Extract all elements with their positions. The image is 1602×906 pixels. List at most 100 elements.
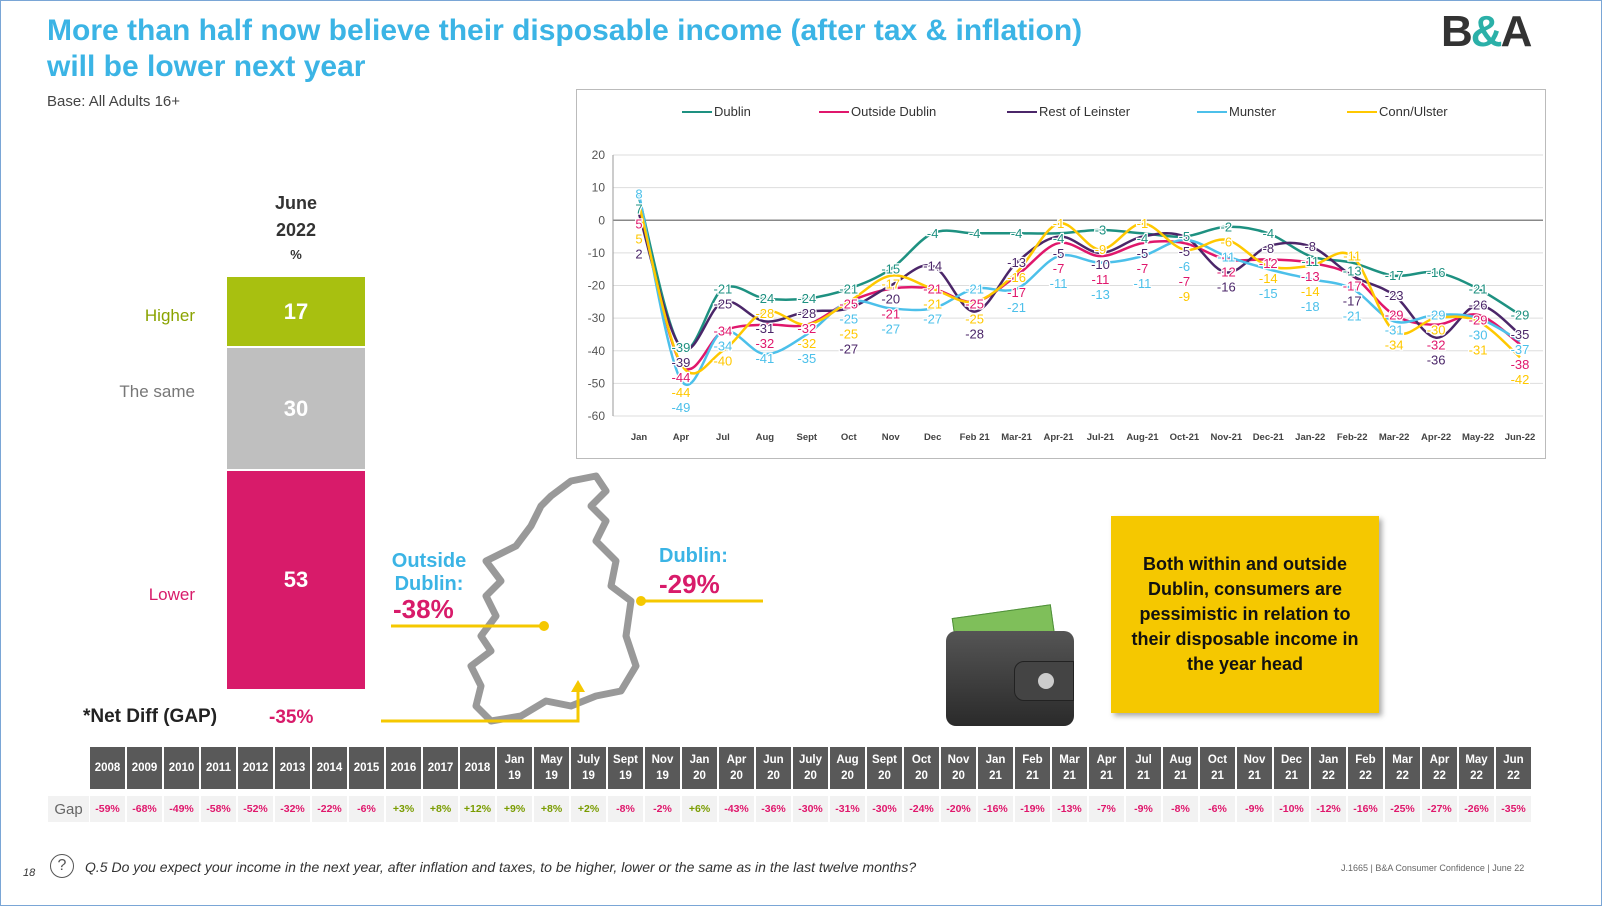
gap-header: Dec 21 xyxy=(1274,747,1309,789)
data-label: -17 xyxy=(1343,279,1362,294)
gap-value: -12% xyxy=(1311,796,1346,822)
data-label: -17 xyxy=(1007,285,1026,300)
gap-value: -31% xyxy=(830,796,865,822)
data-label: -25 xyxy=(714,296,733,311)
gap-column: May 22 -26% xyxy=(1458,747,1495,822)
gap-value: -13% xyxy=(1052,796,1087,822)
data-label: -28 xyxy=(755,306,774,321)
gap-header: 2018 xyxy=(460,747,495,789)
data-label: -14 xyxy=(923,258,942,273)
ireland-outline-icon xyxy=(467,472,640,725)
data-label: -32 xyxy=(797,321,816,336)
data-label: -41 xyxy=(755,351,774,366)
outside-dublin-value: -38% xyxy=(393,594,454,624)
data-label: -4 xyxy=(927,226,939,241)
x-tick-label: Feb-22 xyxy=(1337,432,1368,443)
data-label: -5 xyxy=(1053,246,1065,261)
x-tick-label: Sept xyxy=(797,432,818,443)
data-label: -34 xyxy=(714,324,733,339)
gap-value: -16% xyxy=(1348,796,1383,822)
data-label: -13 xyxy=(1343,264,1362,279)
data-label: -25 xyxy=(839,296,858,311)
legend-swatch xyxy=(682,110,712,113)
gap-value: -8% xyxy=(1163,796,1198,822)
gap-header: 2016 xyxy=(386,747,421,789)
gap-column: 2014 -22% xyxy=(311,747,348,822)
data-label: -29 xyxy=(1427,307,1446,322)
data-label: -20 xyxy=(881,292,900,307)
data-label: -34 xyxy=(1385,337,1404,352)
data-label: -10 xyxy=(1091,257,1110,272)
gap-column: Jun 20 -36% xyxy=(755,747,792,822)
gap-column: Nov 21 -9% xyxy=(1236,747,1273,822)
legend-swatch xyxy=(819,110,849,113)
x-tick-label: Apr-22 xyxy=(1421,432,1451,443)
gap-column: 2016 +3% xyxy=(385,747,422,822)
data-label: -49 xyxy=(672,400,691,415)
series-line-outside-dublin xyxy=(637,203,1521,371)
gap-value: +12% xyxy=(460,796,495,822)
y-tick-label: 0 xyxy=(598,213,605,227)
gap-value: +8% xyxy=(423,796,458,822)
series-line-rest-of-leinster xyxy=(637,213,1521,352)
gap-header: Oct 21 xyxy=(1200,747,1235,789)
gap-value: -22% xyxy=(312,796,347,822)
data-label: -5 xyxy=(1179,244,1191,259)
gap-column: Feb 22 -16% xyxy=(1347,747,1384,822)
x-tick-label: Feb 21 xyxy=(960,432,991,443)
gap-value: -24% xyxy=(904,796,939,822)
gap-value: -25% xyxy=(1385,796,1420,822)
gap-column: Sept 20 -30% xyxy=(866,747,903,822)
data-label: -16 xyxy=(1427,265,1446,280)
data-label: -38 xyxy=(1511,357,1530,372)
gap-header: May 19 xyxy=(534,747,569,789)
data-label: -31 xyxy=(1385,322,1404,337)
x-tick-label: Dec-21 xyxy=(1253,432,1285,443)
data-label: -11 xyxy=(1134,276,1152,291)
survey-question: Q.5 Do you expect your income in the nex… xyxy=(85,859,917,875)
gap-header: May 22 xyxy=(1459,747,1494,789)
gap-header: 2013 xyxy=(275,747,310,789)
data-label: -13 xyxy=(1007,255,1026,270)
data-label: -4 xyxy=(1053,231,1065,246)
callout-box: Both within and outside Dublin, consumer… xyxy=(1111,516,1379,713)
dublin-value: -29% xyxy=(659,569,720,599)
data-label: -40 xyxy=(714,354,733,369)
data-label: -25 xyxy=(965,296,984,311)
data-label: -11 xyxy=(1343,249,1361,264)
question-icon: ? xyxy=(50,854,74,878)
net-diff-value: -35% xyxy=(269,707,314,728)
data-label: -37 xyxy=(1511,342,1530,357)
data-label: 5 xyxy=(635,232,642,247)
gap-value: -26% xyxy=(1459,796,1494,822)
data-label: -27 xyxy=(881,322,900,337)
gap-column: July 19 +2% xyxy=(570,747,607,822)
gap-column: Aug 20 -31% xyxy=(829,747,866,822)
data-label: -5 xyxy=(1137,246,1149,261)
gap-value: -16% xyxy=(978,796,1013,822)
gap-header: Jun 20 xyxy=(756,747,791,789)
gap-value: -19% xyxy=(1015,796,1050,822)
data-label: -11 xyxy=(1092,272,1110,287)
data-label: -27 xyxy=(839,341,858,356)
gap-header: Jul 21 xyxy=(1126,747,1161,789)
y-tick-label: -30 xyxy=(588,311,606,325)
data-label: 7 xyxy=(635,202,642,217)
wallet-icon xyxy=(946,604,1074,726)
arrow-head-icon xyxy=(571,680,585,692)
gap-header: Apr 21 xyxy=(1089,747,1124,789)
data-label: -6 xyxy=(1221,234,1233,249)
gap-column: Oct 21 -6% xyxy=(1199,747,1236,822)
line-chart-svg: 20 10 0 -10 -20 -30 -40 -50 -60 Jan Apr Jul Aug Sept O… xyxy=(588,148,1543,443)
gap-value: -32% xyxy=(275,796,310,822)
gap-header: 2017 xyxy=(423,747,458,789)
gap-header: Jan 19 xyxy=(497,747,532,789)
data-label: -15 xyxy=(881,262,900,277)
regional-trend-chart: Dublin Outside Dublin Rest of Leinster Muns… xyxy=(576,89,1546,459)
gap-value: -7% xyxy=(1089,796,1124,822)
y-tick-label: -60 xyxy=(588,409,606,423)
data-label: -16 xyxy=(1217,279,1236,294)
y-tick-label: 10 xyxy=(592,181,606,195)
gap-column: Apr 22 -27% xyxy=(1421,747,1458,822)
gap-value: -43% xyxy=(719,796,754,822)
